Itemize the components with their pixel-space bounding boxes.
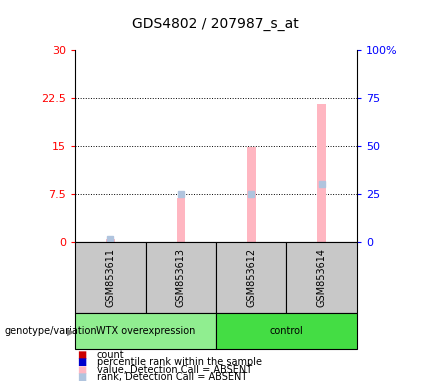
Bar: [247, 147, 255, 242]
Text: ▶: ▶: [67, 326, 74, 336]
Bar: [286, 242, 357, 313]
Text: GSM853612: GSM853612: [246, 248, 256, 307]
Bar: [317, 104, 326, 242]
Text: ■: ■: [77, 365, 87, 375]
Text: genotype/variation: genotype/variation: [4, 326, 97, 336]
Text: value, Detection Call = ABSENT: value, Detection Call = ABSENT: [97, 365, 252, 375]
Bar: [216, 313, 357, 349]
Text: GSM853611: GSM853611: [105, 248, 116, 307]
Text: control: control: [270, 326, 303, 336]
Text: rank, Detection Call = ABSENT: rank, Detection Call = ABSENT: [97, 372, 247, 382]
Bar: [146, 242, 216, 313]
Text: ■: ■: [77, 350, 87, 360]
Text: GSM853613: GSM853613: [176, 248, 186, 307]
Bar: [177, 199, 185, 242]
Text: percentile rank within the sample: percentile rank within the sample: [97, 358, 262, 367]
Text: WTX overexpression: WTX overexpression: [96, 326, 195, 336]
Text: count: count: [97, 350, 124, 360]
Text: ■: ■: [77, 372, 87, 382]
Bar: [75, 313, 216, 349]
Bar: [75, 242, 146, 313]
Bar: [216, 242, 286, 313]
Text: GSM853614: GSM853614: [316, 248, 327, 307]
Text: ■: ■: [77, 358, 87, 367]
Text: GDS4802 / 207987_s_at: GDS4802 / 207987_s_at: [132, 17, 298, 31]
Bar: [106, 239, 115, 242]
